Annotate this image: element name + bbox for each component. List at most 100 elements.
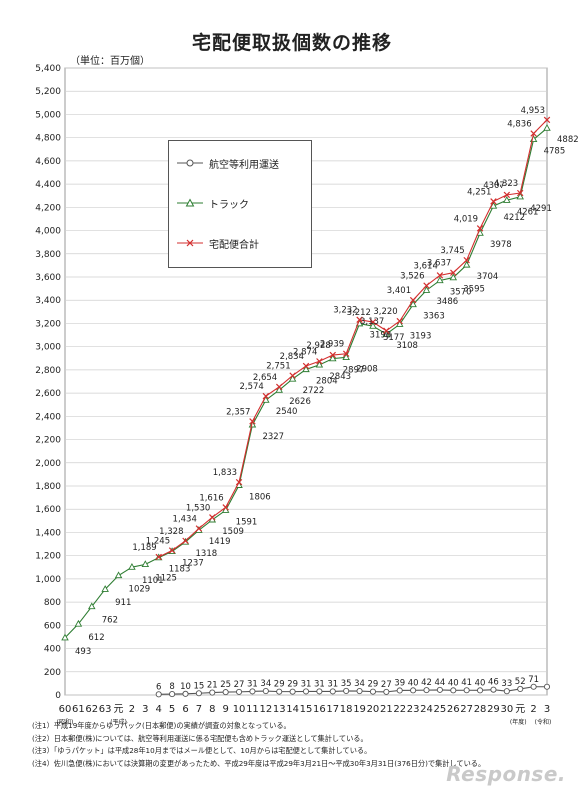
x-tick-label: 30 — [500, 704, 513, 715]
x-marker-icon — [177, 239, 203, 247]
x-tick-label: 15 — [300, 704, 313, 715]
y-tick-label: 4,000 — [35, 227, 61, 237]
x-tick-label: 10 — [233, 704, 246, 715]
y-tick-label: 2,000 — [35, 459, 61, 469]
footnotes: (注1）平成19年度からゆうパック(日本郵便)の実績が調査の対象となっている。 … — [32, 720, 485, 770]
data-label: 3978 — [490, 240, 512, 250]
data-point — [302, 688, 310, 695]
x-tick-label: 29 — [487, 704, 500, 715]
data-label: 4261 — [517, 207, 539, 217]
x-tick-label: 63 — [99, 704, 112, 715]
x-tick-label: 62 — [85, 704, 98, 715]
data-label: 612 — [88, 633, 104, 643]
data-point — [396, 687, 403, 694]
data-label: 4,836 — [507, 119, 531, 129]
data-label: 39 — [394, 678, 405, 688]
data-point — [222, 504, 229, 511]
data-label: 29 — [274, 680, 285, 690]
x-tick-label: 2 — [129, 704, 135, 715]
y-tick-label: 2,800 — [35, 366, 61, 376]
data-label: 2,874 — [293, 347, 317, 357]
data-point — [463, 256, 470, 264]
data-label: 1591 — [236, 517, 258, 527]
y-tick-label: 3,200 — [35, 319, 61, 329]
data-point — [221, 506, 230, 513]
data-point — [450, 687, 457, 694]
y-tick-label: 3,400 — [35, 296, 61, 306]
x-tick-label: 3 — [142, 704, 148, 715]
y-tick-label: 4,600 — [35, 157, 61, 167]
data-label: 4785 — [544, 146, 566, 156]
data-label: 1806 — [249, 492, 271, 502]
data-label: 3108 — [396, 341, 418, 351]
y-tick-label: 2,400 — [35, 412, 61, 422]
data-label: 2540 — [276, 407, 298, 417]
data-label: 1,245 — [146, 536, 170, 546]
data-label: 2,939 — [320, 340, 344, 350]
data-point — [503, 196, 511, 203]
data-point — [74, 619, 83, 627]
data-label: 52 — [515, 677, 526, 687]
era-note-showa: (昭和) — [57, 718, 74, 726]
data-point — [329, 688, 336, 695]
data-label: 27 — [234, 680, 245, 690]
data-label: 1419 — [209, 537, 231, 547]
data-label: 29 — [368, 680, 379, 690]
data-label: 3704 — [477, 272, 499, 282]
data-label: 1,833 — [213, 468, 237, 478]
circle-marker-icon — [177, 159, 203, 167]
x-tick-label: 21 — [380, 704, 393, 715]
data-point — [382, 330, 391, 337]
data-point — [490, 686, 497, 693]
legend: 航空等利用運送 トラック 宅配便合計 — [168, 140, 312, 268]
data-label: 2,357 — [226, 407, 250, 417]
data-label: 2843 — [329, 372, 351, 382]
data-point — [449, 273, 458, 281]
data-point — [155, 691, 162, 698]
x-tick-label: 元 — [114, 704, 124, 715]
data-label: 34 — [260, 679, 271, 689]
footnote-4: (注4）佐川急便(株)においては決算期の変更があったため、平成29年度は平成29… — [32, 758, 486, 768]
x-tick-label: 6 — [182, 704, 188, 715]
legend-item-total: 宅配便合計 — [177, 235, 259, 251]
data-point — [342, 350, 350, 357]
data-point — [249, 688, 256, 695]
data-point — [369, 688, 376, 695]
data-label: 1,189 — [132, 543, 156, 553]
era-note-reiwa: (令和) — [535, 718, 552, 726]
footnote-3: (注3）「ゆうパケット」は平成28年10月まではメール便として、10月からは宅配… — [32, 746, 372, 755]
x-tick-label: 24 — [420, 704, 433, 715]
data-point — [236, 688, 243, 695]
data-point — [302, 365, 310, 373]
x-tick-label: 23 — [407, 704, 420, 715]
data-point — [423, 687, 430, 694]
x-tick-label: 5 — [169, 704, 175, 715]
legend-label-air: 航空等利用運送 — [209, 159, 279, 171]
data-label: 2804 — [316, 376, 338, 386]
data-point — [289, 372, 296, 379]
data-label: 1509 — [222, 527, 244, 537]
data-label: 10 — [180, 682, 191, 692]
data-point — [222, 689, 229, 696]
data-label: 3198 — [370, 331, 392, 341]
y-tick-label: 600 — [44, 621, 61, 631]
data-point — [288, 374, 297, 382]
data-label: 40 — [448, 678, 459, 688]
data-label: 3,637 — [427, 259, 451, 269]
data-point — [316, 688, 323, 695]
data-label: 3486 — [437, 297, 459, 307]
data-point — [436, 272, 444, 279]
data-point — [141, 560, 150, 568]
data-label: 3,526 — [400, 272, 424, 282]
data-label: 762 — [102, 616, 118, 626]
footnote-1: (注1）平成19年度からゆうパック(日本郵便)の実績が調査の対象となっている。 — [32, 721, 291, 730]
data-label: 1237 — [182, 558, 204, 568]
data-point — [543, 683, 551, 690]
x-tick-label: 12 — [259, 704, 272, 715]
y-tick-label: 1,600 — [35, 505, 61, 515]
data-label: 4307 — [483, 181, 505, 191]
data-label: 46 — [488, 678, 499, 688]
data-point — [463, 687, 470, 694]
y-tick-label: 4,200 — [35, 203, 61, 213]
